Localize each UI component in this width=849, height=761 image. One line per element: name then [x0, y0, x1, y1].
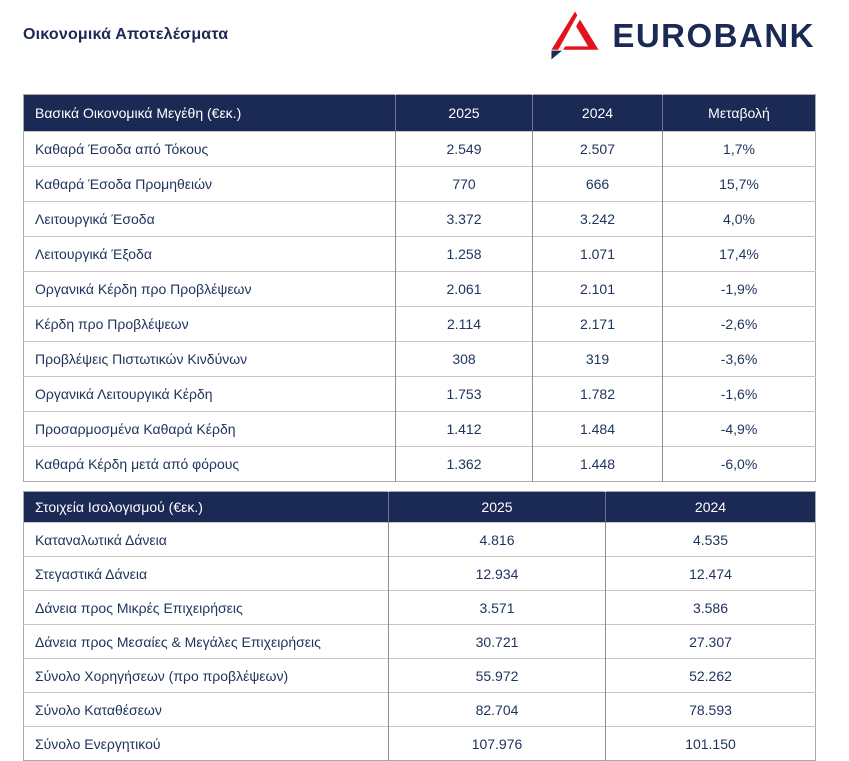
row-value: 30.721	[388, 624, 606, 659]
row-value: 1.782	[532, 376, 663, 412]
row-value: 3.586	[605, 590, 816, 625]
row-label: Καθαρά Έσοδα Προμηθειών	[23, 166, 396, 202]
table-row: Προσαρμοσμένα Καθαρά Κέρδη 1.412 1.484 -4,9…	[23, 411, 816, 447]
eurobank-logo: EUROBANK	[548, 9, 815, 61]
table-row: Δάνεια προς Μικρές Επιχειρήσεις 3.571 3.58…	[23, 590, 816, 625]
column-header-2024: 2024	[605, 491, 816, 523]
row-label: Προβλέψεις Πιστωτικών Κινδύνων	[23, 341, 396, 377]
row-label: Σύνολο Ενεργητικού	[23, 726, 389, 761]
table-row: Κέρδη προ Προβλέψεων 2.114 2.171 -2,6%	[23, 306, 816, 342]
row-value: 1.258	[395, 236, 533, 272]
table-row: Προβλέψεις Πιστωτικών Κινδύνων 308 319 -3,6…	[23, 341, 816, 377]
table-row: Σύνολο Καταθέσεων 82.704 78.593	[23, 692, 816, 727]
table-row: Δάνεια προς Μεσαίες & Μεγάλες Επιχειρήσε…	[23, 624, 816, 659]
row-value: 17,4%	[662, 236, 816, 272]
row-value: 2.171	[532, 306, 663, 342]
column-header-2025: 2025	[395, 94, 533, 132]
row-value: 1,7%	[662, 131, 816, 167]
row-value: -3,6%	[662, 341, 816, 377]
eurobank-triangle-logo-icon	[548, 9, 602, 61]
table-row: Λειτουργικά Έσοδα 3.372 3.242 4,0%	[23, 201, 816, 237]
row-value: 2.061	[395, 271, 533, 307]
row-value: 15,7%	[662, 166, 816, 202]
table-row: Καταναλωτικά Δάνεια 4.816 4.535	[23, 522, 816, 557]
row-label: Κέρδη προ Προβλέψεων	[23, 306, 396, 342]
row-value: 3.372	[395, 201, 533, 237]
eurobank-wordmark: EUROBANK	[612, 16, 815, 54]
row-value: 1.484	[532, 411, 663, 447]
row-label: Οργανικά Κέρδη προ Προβλέψεων	[23, 271, 396, 307]
row-value: 12.474	[605, 556, 816, 591]
row-value: -1,6%	[662, 376, 816, 412]
table-row: Στεγαστικά Δάνεια 12.934 12.474	[23, 556, 816, 591]
row-value: 3.242	[532, 201, 663, 237]
row-value: 2.549	[395, 131, 533, 167]
row-label: Καθαρά Κέρδη μετά από φόρους	[23, 446, 396, 482]
row-label: Καταναλωτικά Δάνεια	[23, 522, 389, 557]
row-label: Στεγαστικά Δάνεια	[23, 556, 389, 591]
table-row: Λειτουργικά Έξοδα 1.258 1.071 17,4%	[23, 236, 816, 272]
table-row: Σύνολο Χορηγήσεων (προ προβλέψεων) 55.972…	[23, 658, 816, 693]
row-value: 319	[532, 341, 663, 377]
row-value: 12.934	[388, 556, 606, 591]
row-value: 27.307	[605, 624, 816, 659]
row-value: 55.972	[388, 658, 606, 693]
table-row: Οργανικά Λειτουργικά Κέρδη 1.753 1.782 -1,6…	[23, 376, 816, 412]
row-label: Οργανικά Λειτουργικά Κέρδη	[23, 376, 396, 412]
row-value: -2,6%	[662, 306, 816, 342]
row-label: Λειτουργικά Έσοδα	[23, 201, 396, 237]
row-value: 1.448	[532, 446, 663, 482]
row-value: 52.262	[605, 658, 816, 693]
row-value: 2.507	[532, 131, 663, 167]
row-label: Λειτουργικά Έξοδα	[23, 236, 396, 272]
row-value: 4,0%	[662, 201, 816, 237]
column-header-metrics: Βασικά Οικονομικά Μεγέθη (€εκ.)	[23, 94, 396, 132]
table-row: Καθαρά Έσοδα Προμηθειών 770 666 15,7%	[23, 166, 816, 202]
column-header-balance-items: Στοιχεία Ισολογισμού (€εκ.)	[23, 491, 389, 523]
row-value: 308	[395, 341, 533, 377]
row-value: 2.114	[395, 306, 533, 342]
row-value: 78.593	[605, 692, 816, 727]
column-header-2025: 2025	[388, 491, 606, 523]
page-title: Οικονομικά Αποτελέσματα	[23, 26, 229, 43]
row-value: 4.816	[388, 522, 606, 557]
row-value: 82.704	[388, 692, 606, 727]
table-row: Καθαρά Έσοδα από Τόκους 2.549 2.507 1,7%	[23, 131, 816, 167]
row-value: 107.976	[388, 726, 606, 761]
table-row: Καθαρά Κέρδη μετά από φόρους 1.362 1.448 -6…	[23, 446, 816, 482]
balance-sheet-table: Στοιχεία Ισολογισμού (€εκ.) 2025 2024 Κα…	[23, 491, 816, 761]
row-label: Σύνολο Καταθέσεων	[23, 692, 389, 727]
row-label: Σύνολο Χορηγήσεων (προ προβλέψεων)	[23, 658, 389, 693]
row-label: Δάνεια προς Μεσαίες & Μεγάλες Επιχειρήσε…	[23, 624, 389, 659]
column-header-2024: 2024	[532, 94, 663, 132]
page-header: Οικονομικά Αποτελέσματα EUROBANK	[23, 8, 815, 62]
table-header-row: Στοιχεία Ισολογισμού (€εκ.) 2025 2024	[23, 491, 816, 523]
row-value: -4,9%	[662, 411, 816, 447]
column-header-change: Μεταβολή	[662, 94, 816, 132]
row-value: 770	[395, 166, 533, 202]
row-value: 1.071	[532, 236, 663, 272]
row-value: 1.362	[395, 446, 533, 482]
row-value: 101.150	[605, 726, 816, 761]
table-row: Σύνολο Ενεργητικού 107.976 101.150	[23, 726, 816, 761]
row-value: 1.753	[395, 376, 533, 412]
row-value: 2.101	[532, 271, 663, 307]
row-value: 4.535	[605, 522, 816, 557]
row-label: Καθαρά Έσοδα από Τόκους	[23, 131, 396, 167]
row-value: 3.571	[388, 590, 606, 625]
row-value: 1.412	[395, 411, 533, 447]
income-statement-table: Βασικά Οικονομικά Μεγέθη (€εκ.) 2025 202…	[23, 94, 816, 482]
table-header-row: Βασικά Οικονομικά Μεγέθη (€εκ.) 2025 202…	[23, 94, 816, 132]
row-value: -6,0%	[662, 446, 816, 482]
table-row: Οργανικά Κέρδη προ Προβλέψεων 2.061 2.101-…	[23, 271, 816, 307]
row-value: -1,9%	[662, 271, 816, 307]
row-label: Προσαρμοσμένα Καθαρά Κέρδη	[23, 411, 396, 447]
row-value: 666	[532, 166, 663, 202]
row-label: Δάνεια προς Μικρές Επιχειρήσεις	[23, 590, 389, 625]
